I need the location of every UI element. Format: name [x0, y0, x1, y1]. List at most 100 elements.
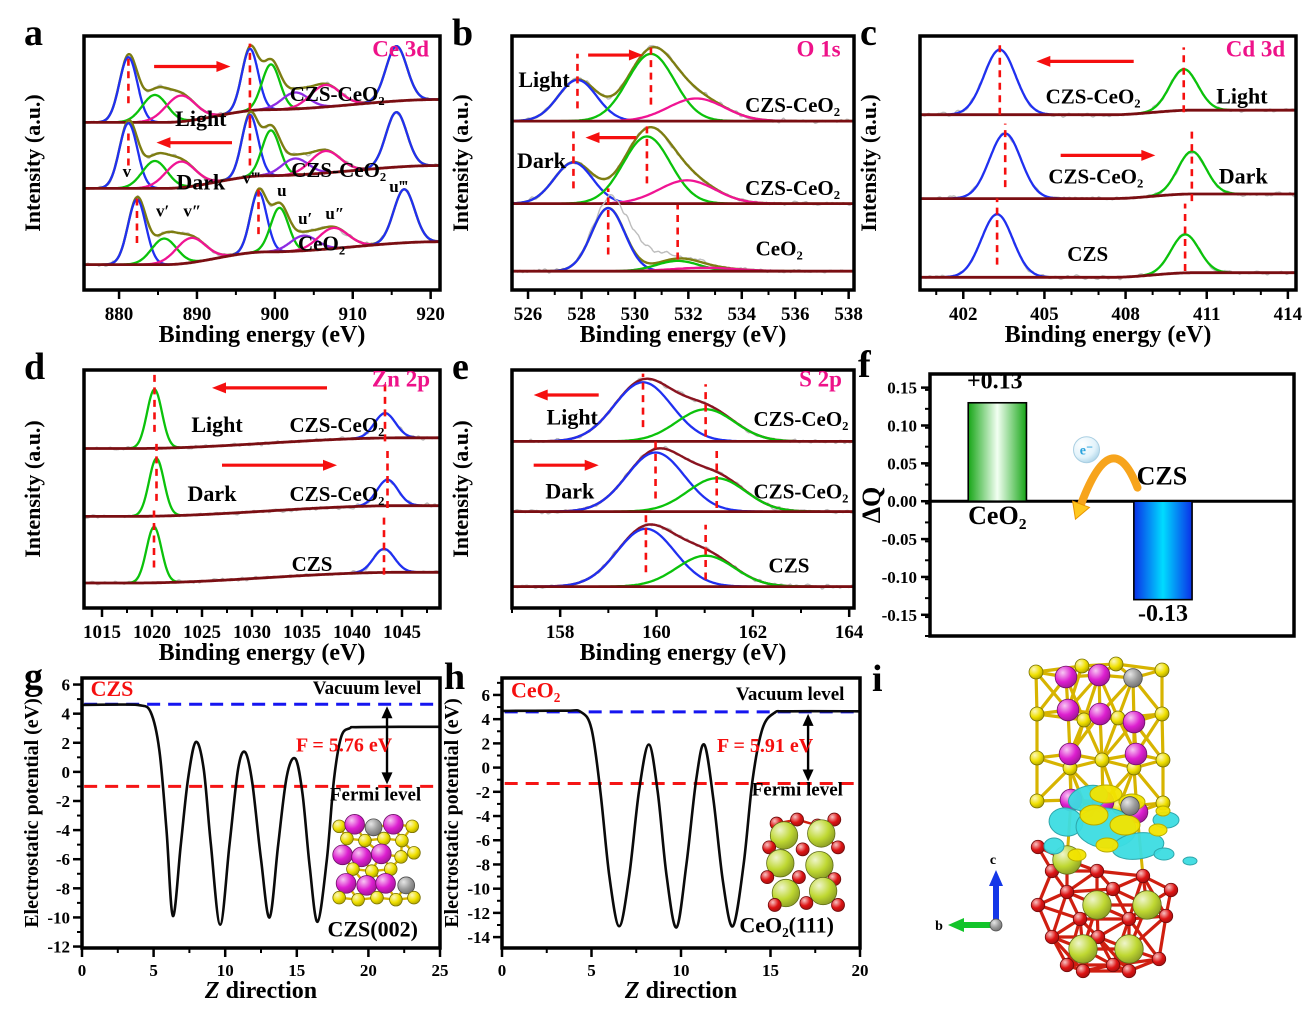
svg-text:v‴: v‴ [243, 168, 261, 187]
svg-text:Binding energy (eV): Binding energy (eV) [159, 322, 366, 348]
svg-text:164: 164 [835, 622, 864, 643]
svg-text:Z direction: Z direction [624, 978, 737, 1004]
svg-text:Light: Light [547, 405, 599, 430]
svg-text:526: 526 [514, 304, 543, 325]
svg-text:5: 5 [587, 961, 596, 980]
panel-i-structure: cb [935, 656, 1198, 979]
svg-text:Dark: Dark [176, 170, 226, 195]
svg-text:Dark: Dark [545, 479, 595, 504]
svg-text:-12: -12 [467, 904, 490, 923]
svg-text:CZS-CeO₂: CZS-CeO₂ [745, 93, 840, 117]
svg-text:-8: -8 [476, 855, 490, 874]
svg-text:10: 10 [673, 961, 690, 980]
svg-text:Dark: Dark [188, 481, 238, 506]
svg-text:Intensity (a.u.): Intensity (a.u.) [856, 94, 881, 232]
svg-text:e⁻: e⁻ [1080, 444, 1094, 459]
svg-text:158: 158 [546, 622, 575, 643]
svg-text:4: 4 [482, 710, 491, 729]
svg-text:CZS: CZS [769, 553, 810, 577]
svg-text:u″: u″ [325, 204, 344, 223]
svg-text:532: 532 [674, 304, 703, 325]
svg-text:-0.13: -0.13 [1138, 601, 1188, 627]
svg-text:900: 900 [261, 304, 290, 325]
svg-text:920: 920 [416, 304, 445, 325]
svg-text:v″: v″ [183, 201, 201, 220]
svg-text:0.10: 0.10 [887, 416, 917, 435]
svg-text:408: 408 [1111, 304, 1140, 325]
svg-text:CeO₂(111): CeO₂(111) [739, 912, 834, 937]
svg-text:Light: Light [191, 412, 243, 437]
svg-text:1035: 1035 [283, 622, 321, 643]
svg-text:1040: 1040 [333, 622, 371, 643]
svg-text:CeO₂: CeO₂ [968, 501, 1027, 530]
svg-text:c: c [990, 853, 996, 868]
svg-text:Binding energy (eV): Binding energy (eV) [1005, 322, 1212, 348]
svg-text:CZS(002): CZS(002) [327, 916, 417, 941]
svg-text:ΔQ: ΔQ [857, 487, 886, 524]
svg-text:Ce 3d: Ce 3d [372, 36, 429, 61]
svg-text:F = 5.76 eV: F = 5.76 eV [296, 735, 393, 757]
svg-text:160: 160 [642, 622, 671, 643]
svg-text:CZS-CeO₂: CZS-CeO₂ [1046, 84, 1141, 108]
panel-e-chart-s2p: 158 160 162 164 Binding energy (eV) Intensity… [448, 367, 864, 666]
svg-text:15: 15 [762, 961, 779, 980]
svg-text:-0.15: -0.15 [882, 606, 917, 625]
svg-text:Electrostatic potential (eV): Electrostatic potential (eV) [441, 698, 463, 928]
svg-text:10: 10 [217, 961, 234, 980]
svg-text:CZS: CZS [1137, 462, 1188, 491]
panel-a-chart-ce3d: 880 890 900 910 920 Binding energy (eV) Intens… [20, 34, 445, 348]
svg-text:0.15: 0.15 [887, 379, 917, 398]
svg-text:162: 162 [739, 622, 768, 643]
panel-c-chart-cd3d: 402 405 408 411 414 Binding energy (eV) Intens… [856, 34, 1303, 348]
svg-text:Intensity (a.u.): Intensity (a.u.) [20, 420, 45, 558]
svg-text:530: 530 [621, 304, 650, 325]
svg-text:-10: -10 [467, 880, 490, 899]
panel-d-chart-zn2p: 1015 1020 1025 1030 1035 1040 1045 Binding ener… [20, 367, 442, 666]
svg-text:CeO₂: CeO₂ [511, 677, 561, 702]
svg-text:414: 414 [1274, 304, 1303, 325]
svg-text:5: 5 [149, 961, 158, 980]
svg-text:-6: -6 [56, 850, 70, 869]
svg-text:Dark: Dark [517, 148, 567, 173]
svg-text:Binding energy (eV): Binding energy (eV) [580, 322, 787, 348]
panel-letter-e: e [452, 346, 469, 388]
svg-text:0.00: 0.00 [887, 492, 917, 511]
svg-text:528: 528 [567, 304, 596, 325]
svg-text:25: 25 [432, 961, 449, 980]
svg-text:Light: Light [175, 106, 227, 131]
svg-text:15: 15 [288, 961, 305, 980]
svg-text:0: 0 [78, 961, 87, 980]
svg-text:CeO₂: CeO₂ [756, 237, 803, 261]
svg-text:Light: Light [518, 67, 570, 92]
svg-text:-10: -10 [47, 908, 70, 927]
svg-text:1025: 1025 [183, 622, 221, 643]
svg-text:CZS-CeO₂: CZS-CeO₂ [291, 158, 386, 182]
panel-letter-d: d [24, 346, 46, 388]
panel-b-chart-o1s: 526 528 530 532 534 536 538 Binding energy (eV)… [448, 34, 863, 348]
svg-text:880: 880 [105, 304, 134, 325]
svg-text:-12: -12 [47, 938, 70, 957]
svg-text:1020: 1020 [133, 622, 171, 643]
svg-text:CZS-CeO₂: CZS-CeO₂ [290, 482, 385, 506]
panel-letter-b: b [452, 12, 474, 54]
panel-letter-c: c [860, 12, 877, 54]
svg-text:0.05: 0.05 [887, 454, 917, 473]
svg-text:6: 6 [62, 676, 71, 695]
svg-text:Fermi level: Fermi level [752, 779, 843, 800]
svg-text:CZS-CeO₂: CZS-CeO₂ [1048, 164, 1143, 188]
svg-text:890: 890 [183, 304, 212, 325]
svg-text:Electrostatic potential (eV): Electrostatic potential (eV) [21, 698, 43, 928]
svg-text:20: 20 [852, 961, 869, 980]
svg-text:-14: -14 [467, 928, 490, 947]
svg-text:S 2p: S 2p [799, 367, 842, 392]
svg-text:CZS: CZS [91, 676, 134, 701]
svg-text:-0.10: -0.10 [882, 568, 917, 587]
svg-text:CZS-CeO₂: CZS-CeO₂ [754, 480, 849, 504]
svg-text:Intensity (a.u.): Intensity (a.u.) [448, 94, 473, 232]
svg-text:405: 405 [1030, 304, 1059, 325]
svg-text:2: 2 [482, 734, 491, 753]
panel-letter-h: h [444, 656, 466, 698]
svg-text:Intensity (a.u.): Intensity (a.u.) [448, 420, 473, 558]
